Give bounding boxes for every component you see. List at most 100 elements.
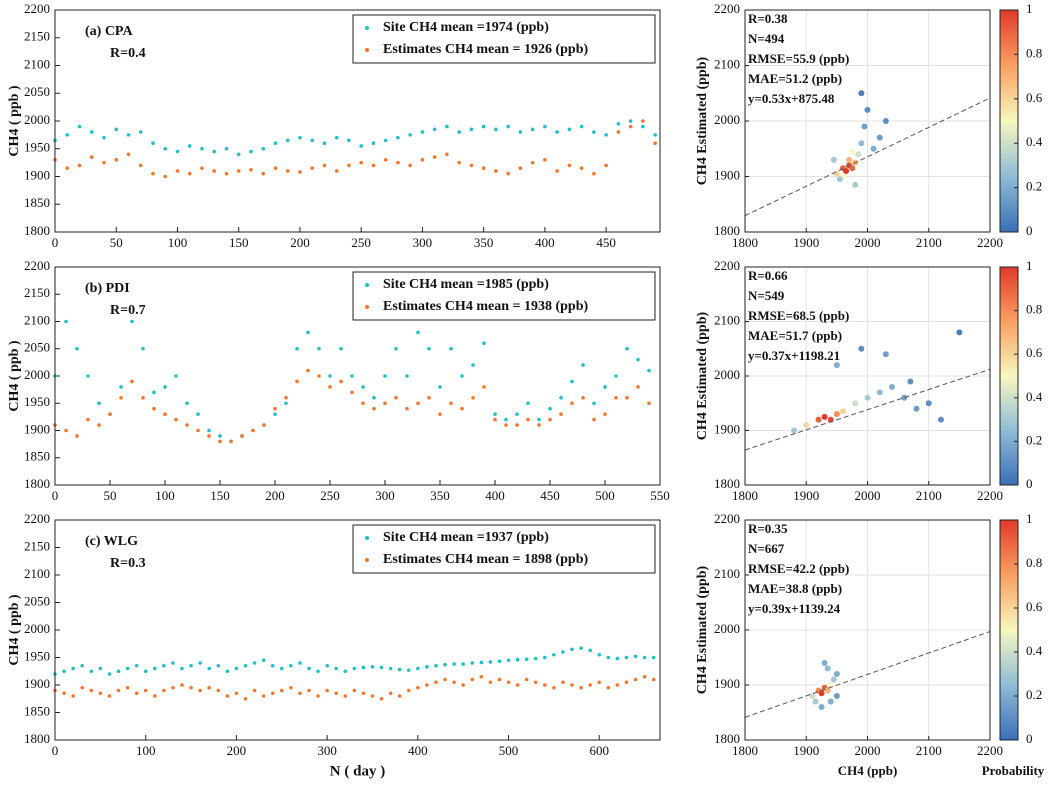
colorbar-tick-label: 0 [1026,476,1033,491]
data-point [642,655,647,660]
data-point [80,685,85,690]
data-point [604,163,608,168]
data-point [339,346,343,351]
data-point [821,660,828,666]
data-point [306,368,310,373]
data-point [126,133,131,137]
colorbar-tick-label: 0.4 [1026,134,1043,149]
data-point [325,663,329,668]
colorbar [999,519,1019,741]
data-point [289,685,293,690]
data-point [647,401,651,406]
data-point [270,691,275,696]
data-point [543,158,547,162]
stat-text: R=0.38 [748,11,788,26]
data-point [432,155,437,159]
data-point [249,149,253,154]
data-point [229,439,233,444]
data-point [143,669,148,674]
y-axis-label: CH4 ( ppb ) [7,340,22,412]
colorbar-tick-label: 0.2 [1026,687,1042,702]
data-point [97,423,101,427]
data-point [143,688,148,693]
x-tick-label: 250 [351,235,371,250]
data-point [162,663,166,668]
data-point [561,650,565,654]
data-point [273,412,277,416]
x-tick-label: 350 [474,235,494,250]
data-point [443,677,447,682]
colorbar-tick-label: 1 [1026,1,1033,16]
data-point [163,174,168,179]
data-point [251,428,255,433]
data-point [141,396,145,400]
data-point [581,396,585,400]
x-tick-label: 550 [650,488,670,503]
data-point [907,378,914,385]
data-point [438,412,442,416]
y-axis-label: CH4 Estimated (ppb) [695,565,710,694]
data-point [559,412,563,416]
x-axis-label: N ( day ) [330,763,385,779]
data-point [62,691,66,696]
plot-border [54,519,661,741]
data-point [273,141,278,145]
data-point [818,690,825,697]
x-tick-label: 400 [408,743,428,758]
data-point [552,685,556,690]
x-tick-label: 400 [535,235,555,250]
data-point [98,691,103,696]
colorbar-tick-label: 0.8 [1026,45,1042,60]
data-point [515,683,520,687]
data-point [506,171,510,176]
legend [352,271,656,321]
data-point [570,647,574,652]
x-tick-label: 200 [265,488,285,503]
x-tick-label: 100 [168,235,188,250]
data-point [628,119,633,123]
y-tick-label: 1900 [714,421,740,436]
data-point [833,362,840,369]
data-point [207,428,211,433]
data-point [882,118,889,124]
x-tick-label: 0 [52,743,59,758]
y-tick-label: 2100 [714,56,740,71]
data-point [861,123,868,130]
data-point [371,163,376,168]
stat-text: N=667 [748,541,785,556]
y-tick-label: 2100 [24,56,50,71]
stat-text: MAE=51.2 (ppb) [748,71,842,86]
data-point [460,406,464,411]
data-point [347,163,351,168]
data-point [420,130,425,134]
data-point [846,156,853,163]
y-tick-label: 1800 [714,223,740,238]
data-point [482,341,486,346]
data-point [262,423,266,427]
data-point [506,680,511,685]
data-point [481,166,486,170]
data-point [443,662,447,667]
data-point [864,106,871,113]
y-tick-label: 1850 [24,195,50,210]
data-point [62,669,66,674]
data-point [628,124,633,129]
data-point [482,385,486,389]
data-point [653,133,657,137]
x-tick-label: 250 [320,488,340,503]
fit-equation: y=0.53x+875.48 [748,91,835,106]
data-point [592,130,596,134]
y-tick-label: 2200 [714,511,740,526]
data-point [171,661,175,665]
data-point [252,688,257,693]
data-point [526,401,530,406]
data-point [570,683,574,687]
data-point [65,133,70,137]
data-point [64,428,68,433]
data-point [307,666,311,671]
data-point [833,170,840,177]
data-point [624,680,629,685]
plot-border [54,266,661,486]
data-point [606,685,611,690]
y-tick-label: 1800 [24,476,50,491]
